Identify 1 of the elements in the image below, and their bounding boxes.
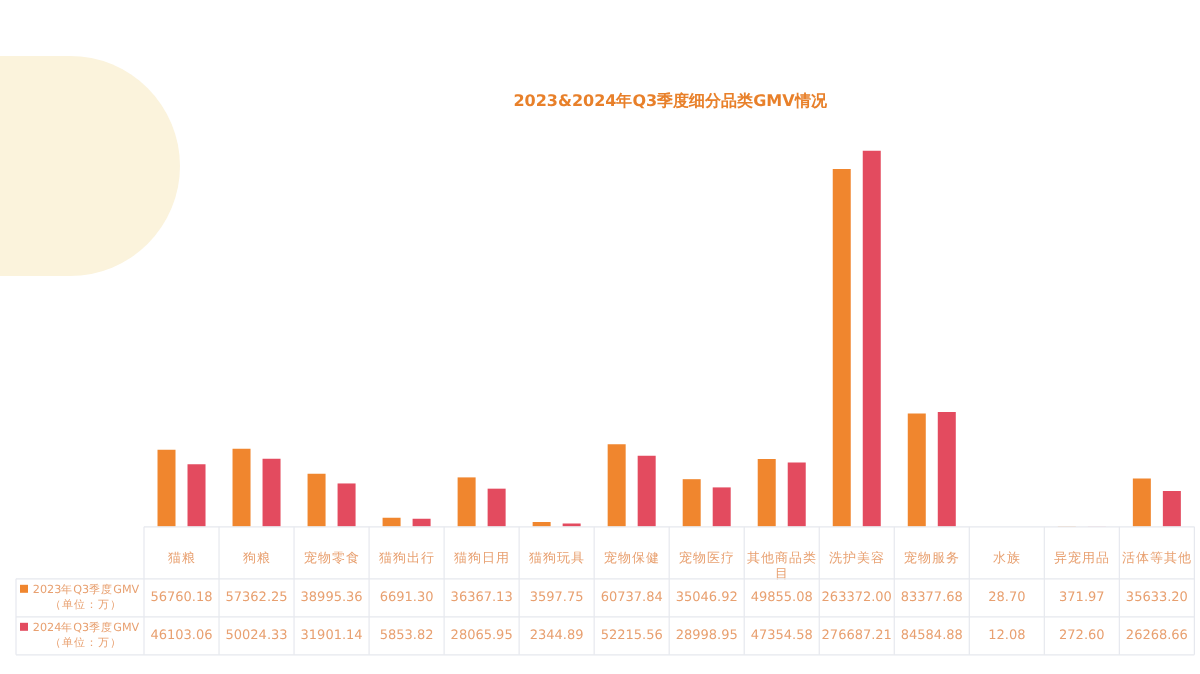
chart-title: 2023&2024年Q3季度细分品类GMV情况 bbox=[513, 89, 829, 110]
